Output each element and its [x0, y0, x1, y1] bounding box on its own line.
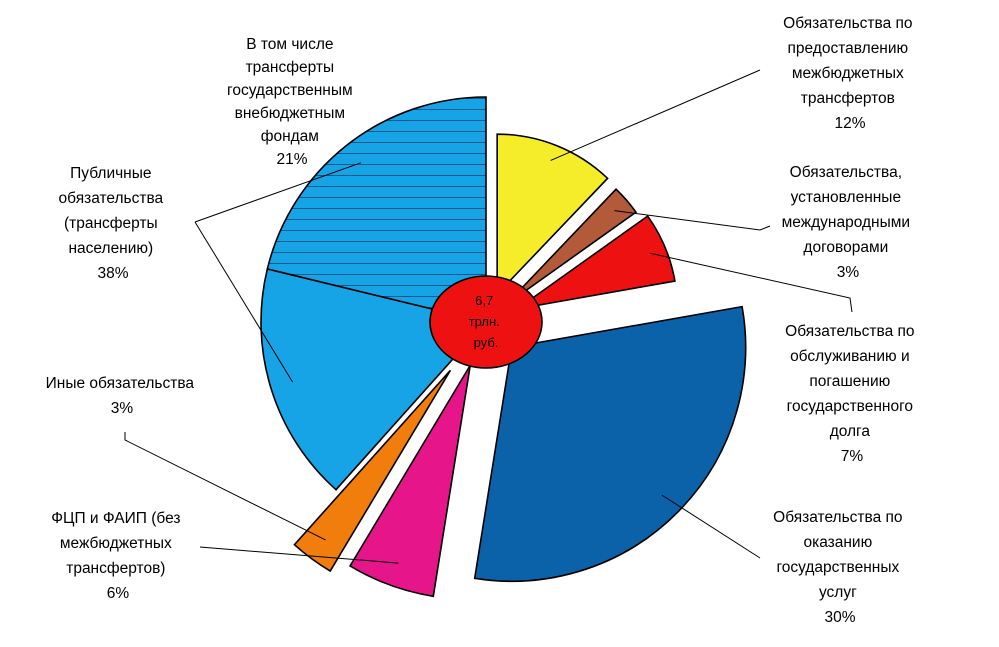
- label-public-debt: Обязательства по обслуживанию и погашени…: [785, 323, 919, 465]
- label-public-services: Обязательства по оказанию государственны…: [773, 509, 907, 626]
- label-extrabudgetary-funds: В том числе трансферты государственным в…: [227, 36, 357, 168]
- leader-public-obligations-a: [194, 221, 294, 383]
- slice-international-treaties: [505, 188, 638, 306]
- label-public-obligations: Публичные обязательства (трансферты насе…: [59, 165, 168, 282]
- leader-international-treaties: [614, 210, 771, 231]
- label-interbudget-transfers: Обязательства по предоставлению межбюдже…: [783, 15, 917, 132]
- leader-other-obligations: [124, 432, 326, 541]
- slice-ftsp-faip: [348, 364, 472, 598]
- leader-public-services: [661, 494, 761, 559]
- center-total-disc: [429, 275, 543, 369]
- label-international-treaties: Обязательства, установленные международн…: [782, 164, 915, 281]
- label-other-obligations: Иные обязательства 3%: [46, 375, 199, 417]
- center-total-label: 6,7 трлн. руб.: [469, 293, 504, 350]
- slice-interbudget-transfers: [496, 133, 609, 297]
- slice-extrabudgetary-funds: [266, 96, 487, 324]
- slice-other-obligations: [293, 369, 452, 573]
- slice-public-debt: [516, 214, 676, 310]
- slice-public-services: [473, 305, 747, 583]
- leader-public-obligations-b: [194, 162, 361, 223]
- leader-interbudget-transfers: [550, 69, 761, 161]
- leader-ftsp-faip: [199, 546, 399, 564]
- label-ftsp-faip: ФЦП и ФАИП (без межбюджетных трансфертов…: [51, 510, 185, 602]
- leader-public-debt: [650, 252, 853, 313]
